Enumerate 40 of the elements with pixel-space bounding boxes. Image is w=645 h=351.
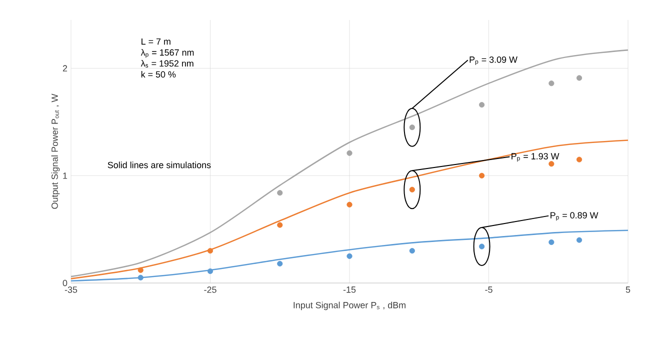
point: [277, 260, 283, 266]
point: [207, 268, 214, 274]
point: [548, 80, 554, 86]
annotation: L = 7 m: [142, 38, 170, 45]
point: [548, 161, 554, 167]
point: [277, 222, 283, 228]
annotation: λ$_{s}$ = 1952 nm: [140, 60, 194, 68]
y-tick-label: 1: [63, 172, 68, 179]
point: [576, 75, 582, 81]
line-series: [70, 230, 629, 282]
x-tick-label: -5: [485, 286, 492, 293]
point: [277, 190, 283, 196]
x-tick-label: -35: [64, 286, 78, 293]
x-tick-label: 5: [626, 286, 630, 293]
annotation: P$_{p}$ = 1.93 W: [512, 153, 560, 162]
point: [576, 156, 582, 162]
x-axis-title: Input Signal Power P$_{s}$ , dBm: [294, 302, 406, 310]
annotation: k = 50 %: [141, 70, 176, 78]
line-series: [70, 49, 629, 278]
y-axis-title: Output Signal Power P$_{out}$ , W: [51, 94, 60, 209]
y-tick-label: 0: [62, 280, 68, 286]
annotation: P$_{p}$ = 0.89 W: [550, 212, 598, 221]
annotation: P$_{p}$ = 3.09 W: [470, 56, 518, 65]
point: [576, 237, 582, 243]
x-tick-label: -15: [343, 286, 356, 293]
point: [346, 150, 352, 156]
annotation: λ$_{p}$ = 1567 nm: [140, 49, 194, 58]
point: [409, 248, 415, 254]
annotation: Solid lines are simulations: [108, 162, 211, 168]
point: [138, 267, 144, 273]
point: [478, 172, 485, 178]
line-series: [70, 140, 629, 280]
point: [346, 253, 352, 259]
point: [548, 239, 554, 246]
y-tick-label: 2: [62, 65, 68, 72]
point: [346, 202, 352, 208]
point: [207, 248, 214, 254]
point: [138, 274, 144, 280]
point: [478, 102, 485, 108]
x-tick-label: -25: [204, 286, 216, 293]
